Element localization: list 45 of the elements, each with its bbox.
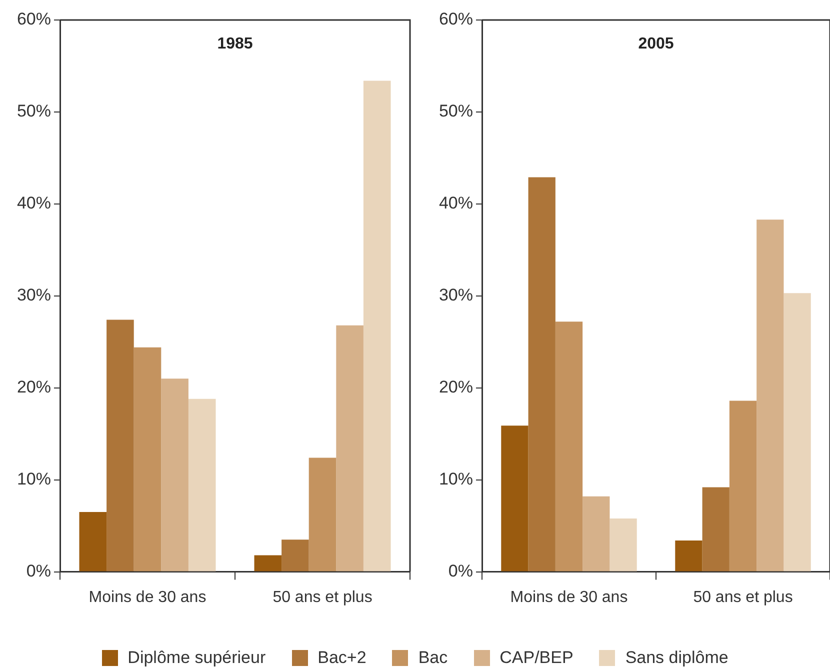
bar	[756, 220, 784, 572]
text: 1985	[217, 35, 253, 52]
bar	[729, 400, 757, 572]
bar	[336, 325, 364, 572]
bar	[528, 177, 556, 572]
bar	[106, 320, 134, 572]
bar	[582, 496, 610, 572]
bar	[134, 347, 162, 572]
bar	[784, 293, 811, 572]
bar	[363, 80, 391, 572]
y-tick-label: 40%	[438, 194, 473, 213]
bar	[610, 518, 637, 572]
y-tick-label: 20%	[438, 378, 473, 397]
text: 2005	[638, 35, 674, 52]
y-tick-label: 30%	[438, 286, 473, 305]
x-tick-label: 50 ans et plus	[693, 588, 793, 606]
y-tick-label: 0%	[26, 561, 51, 580]
y-tick-label: 50%	[16, 102, 51, 121]
bar	[675, 540, 702, 572]
bar	[702, 487, 730, 572]
y-tick-label: 60%	[438, 10, 473, 29]
bar	[79, 512, 107, 572]
y-tick-label: 30%	[16, 286, 51, 305]
y-tick-label: 10%	[438, 470, 473, 489]
legend-label: Bac	[418, 648, 448, 668]
bar	[161, 378, 188, 572]
x-tick-label: Moins de 30 ans	[88, 588, 206, 606]
x-tick-label: 50 ans et plus	[272, 588, 372, 606]
bar	[282, 540, 309, 572]
legend-label: Diplôme supérieur	[128, 648, 266, 668]
y-tick-label: 10%	[16, 470, 51, 489]
bar	[188, 398, 216, 572]
bar	[501, 426, 528, 572]
bar	[555, 322, 583, 572]
legend-label: Bac+2	[318, 648, 366, 668]
y-tick-label: 40%	[16, 194, 51, 213]
bar	[308, 458, 336, 572]
y-tick-label: 0%	[448, 561, 473, 580]
y-tick-label: 20%	[16, 378, 51, 397]
x-tick-label: Moins de 30 ans	[510, 588, 628, 606]
legend-label: CAP/BEP	[500, 648, 574, 668]
bar	[254, 555, 282, 572]
y-tick-label: 60%	[16, 10, 51, 29]
y-tick-label: 50%	[438, 102, 473, 121]
legend-label: Sans diplôme	[625, 648, 728, 668]
